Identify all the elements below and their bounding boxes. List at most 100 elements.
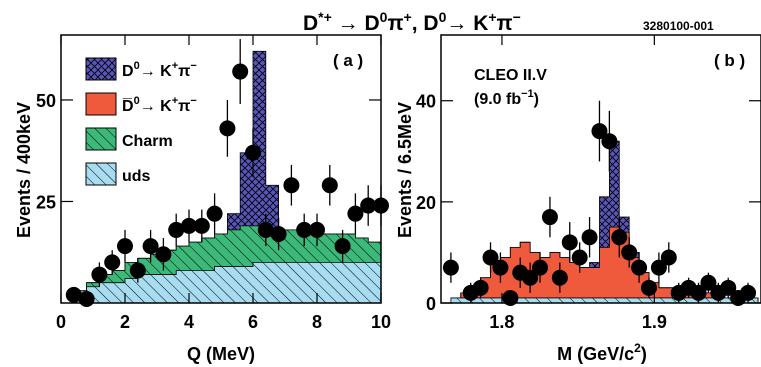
legend-item: D0→ K+π− [85, 57, 197, 81]
data-point [91, 262, 108, 287]
figure-title: D*+ → D0π+, D0→ K+π− [303, 9, 521, 35]
legend-label: Charm [122, 133, 173, 150]
data-point [117, 229, 133, 263]
y-tick-label: 40 [416, 92, 436, 112]
data-marker [660, 249, 677, 266]
data-marker [219, 120, 236, 137]
data-point [129, 258, 146, 283]
data-marker [650, 259, 667, 276]
data-point [502, 289, 519, 306]
data-marker [641, 279, 657, 296]
data-point [720, 277, 737, 298]
data-point [155, 238, 172, 271]
legend-label: D̅0→ K+π− [122, 95, 197, 115]
data-point [193, 209, 210, 243]
panel-a: 0 2 4 6 8 10 25 50 ( a ) D0→ K+π− D̅0→ K+π− Charm… [14, 34, 391, 364]
panel-a-xlabel: Q (MeV) [187, 344, 255, 364]
data-marker [155, 246, 172, 263]
data-marker [78, 290, 95, 307]
data-point [296, 213, 313, 247]
svg-text:D*+ → D0π+, D0→ K+π−: D*+ → D0π+, D0→ K+π− [303, 9, 521, 35]
data-point [442, 252, 459, 283]
data-marker [181, 217, 197, 234]
data-point [257, 213, 274, 247]
data-marker [532, 259, 549, 276]
data-point [611, 217, 628, 258]
data-marker [690, 284, 707, 301]
data-point [181, 209, 197, 243]
data-marker [621, 244, 638, 261]
data-marker [740, 284, 757, 301]
data-point [601, 110, 618, 172]
x-tick-label: 10 [371, 312, 391, 332]
data-point [472, 277, 489, 298]
panel-a-ylabel: Events / 400keV [14, 102, 34, 238]
data-marker [245, 144, 261, 161]
data-point [621, 237, 638, 268]
data-marker [232, 63, 249, 80]
data-point [321, 164, 338, 206]
data-point [641, 277, 657, 298]
data-point [65, 286, 82, 303]
data-marker [591, 123, 608, 140]
data-marker [631, 259, 648, 276]
data-marker [700, 274, 717, 291]
data-marker [561, 234, 578, 251]
legend-item: D̅0→ K+π− [85, 92, 197, 116]
data-marker [193, 217, 210, 234]
data-marker [502, 289, 519, 306]
stack-uds-hatch-panel-b [450, 297, 758, 303]
stack-uds-hatch-panel-a [73, 262, 381, 303]
panel-b-annotation-1: CLEO II.V [474, 67, 547, 84]
data-point [78, 290, 95, 307]
x-tick-label: 8 [312, 312, 322, 332]
legend-label: D0→ K+π− [122, 60, 197, 80]
data-marker [541, 209, 558, 226]
panel-b-annotation-2: (9.0 fb−1) [474, 88, 539, 108]
y-tick-label: 0 [426, 294, 436, 314]
legend-swatch-hatch [86, 163, 116, 185]
data-marker [482, 249, 499, 266]
data-point [581, 217, 598, 258]
data-point [270, 217, 287, 251]
panel-a-stacks [73, 50, 381, 303]
data-marker [472, 279, 489, 296]
panel-b-ylabel: Events / 6.5MeV [395, 102, 415, 238]
data-marker [334, 238, 351, 255]
data-point [206, 193, 223, 234]
panel-b-label: ( b ) [714, 51, 745, 70]
data-marker [309, 221, 325, 238]
data-marker [522, 269, 539, 286]
data-marker [581, 229, 598, 246]
x-tick-label: 0 [56, 312, 66, 332]
panel-b-points [442, 100, 757, 306]
data-marker [611, 229, 628, 246]
data-point [482, 242, 499, 273]
data-point [571, 242, 588, 273]
data-point [245, 128, 261, 178]
data-marker [492, 259, 509, 276]
panel-b: 1.8 1.9 0 20 40 ( b ) CLEO II.V (9.0 fb−1) M… [395, 34, 761, 364]
data-marker [206, 205, 223, 222]
data-point [561, 222, 578, 263]
data-marker [257, 221, 274, 238]
data-point [660, 242, 677, 273]
data-point [168, 213, 185, 247]
data-marker [168, 221, 185, 238]
x-tick-label: 1.8 [489, 312, 514, 332]
panel-b-xlabel: M (GeV/c2) [557, 341, 647, 364]
panel-a-legend: D0→ K+π− D̅0→ K+π− Charm uds [85, 57, 197, 186]
data-point [740, 282, 757, 303]
data-point [650, 252, 667, 283]
data-marker [321, 177, 338, 194]
legend-item: uds [85, 162, 151, 186]
data-point [551, 262, 568, 293]
data-marker [283, 177, 300, 194]
data-marker [129, 262, 146, 279]
x-tick-label: 6 [248, 312, 258, 332]
data-point [631, 252, 648, 283]
y-tick-label: 20 [416, 193, 436, 213]
figure-id: 3280100-001 [643, 19, 714, 33]
data-point [700, 272, 717, 293]
